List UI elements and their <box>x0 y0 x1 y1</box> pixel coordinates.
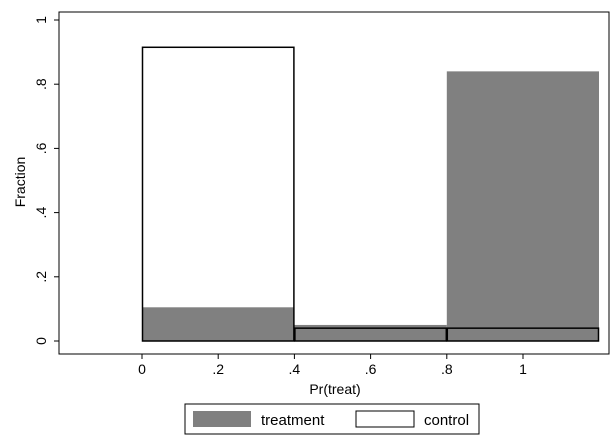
y-tick-label: .2 <box>33 271 49 283</box>
y-tick-label: 1 <box>33 16 49 24</box>
y-axis-title: Fraction <box>12 157 28 208</box>
treatment-bar <box>446 71 599 342</box>
x-tick-label: .6 <box>365 361 377 377</box>
x-tick-label: .8 <box>441 361 453 377</box>
legend-label-control: control <box>424 412 469 429</box>
x-tick-label: .2 <box>212 361 224 377</box>
legend: treatment control <box>184 403 480 435</box>
x-tick-label: .4 <box>289 361 301 377</box>
x-tick-label: 1 <box>519 361 527 377</box>
treatment-bar <box>294 324 447 341</box>
legend-swatch-treatment <box>193 411 251 427</box>
x-tick-label: 0 <box>138 361 146 377</box>
x-axis: 0 .2 .4 .6 .8 1 <box>138 354 527 377</box>
y-tick-label: .4 <box>33 207 49 219</box>
y-tick-label: 0 <box>33 337 49 345</box>
y-tick-label: .8 <box>33 78 49 90</box>
y-axis: 0 .2 .4 .6 .8 1 <box>33 16 59 345</box>
legend-label-treatment: treatment <box>261 412 325 429</box>
y-tick-label: .6 <box>33 142 49 154</box>
treatment-bar <box>142 307 295 341</box>
bars-group <box>141 46 600 342</box>
control-bar <box>294 327 448 342</box>
legend-swatch-control <box>355 410 415 428</box>
x-axis-title: Pr(treat) <box>309 381 360 397</box>
control-bar <box>446 327 600 342</box>
control-bar <box>141 46 295 342</box>
